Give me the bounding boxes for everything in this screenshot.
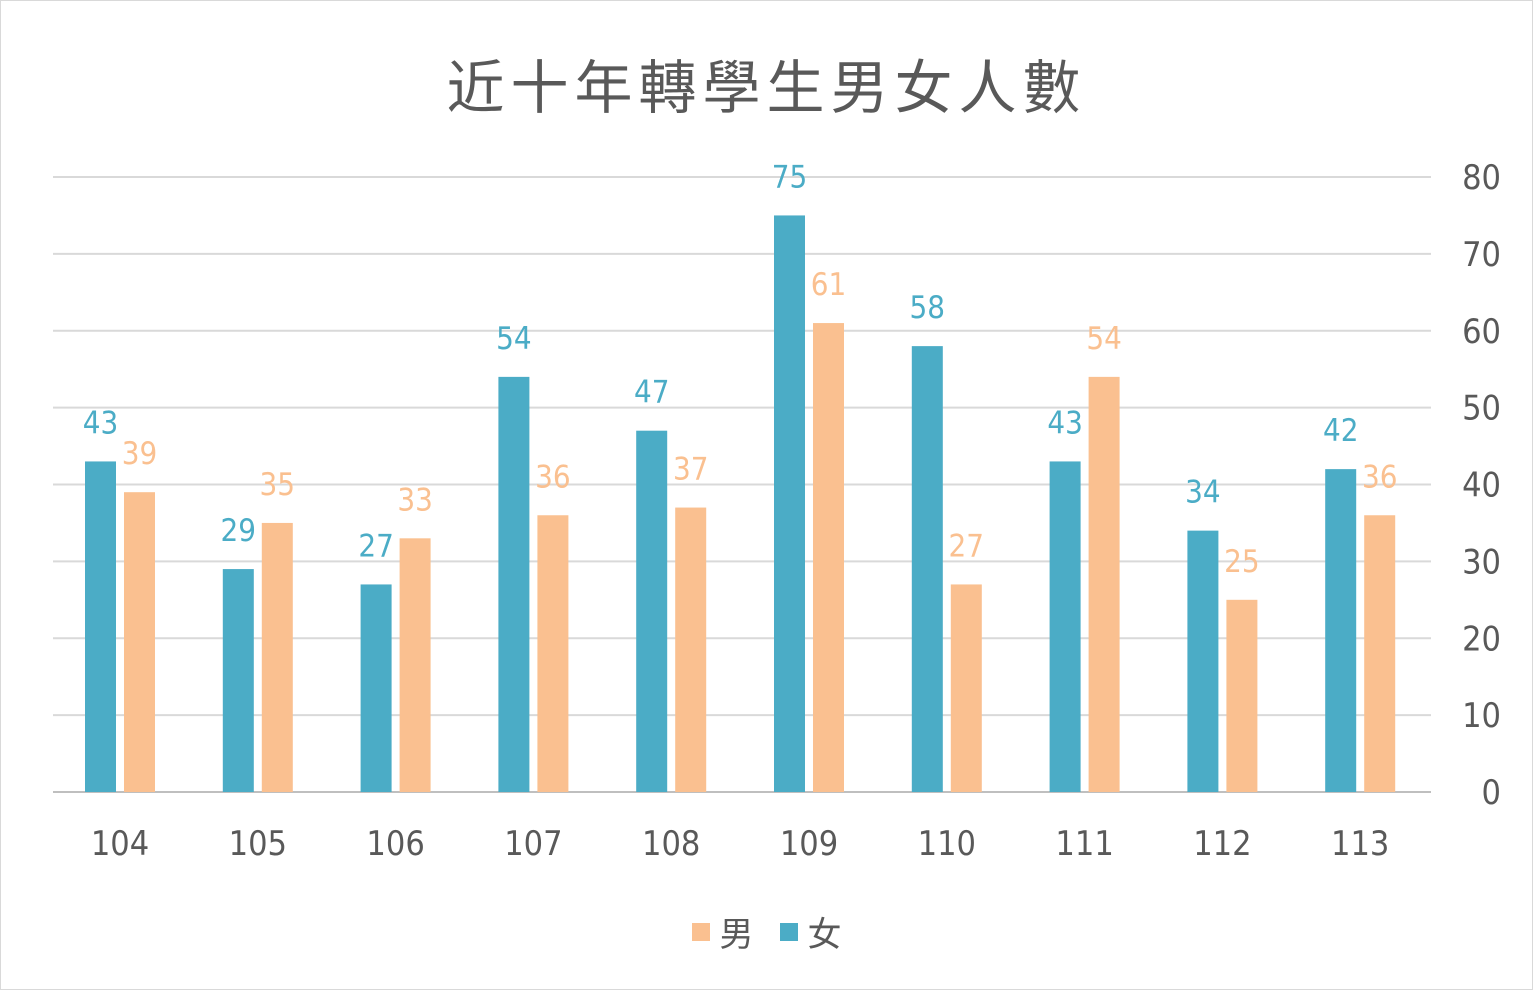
legend-swatch-female xyxy=(779,922,798,941)
y-tick-label-0: 0 xyxy=(1482,773,1501,813)
bar-female-109 xyxy=(774,215,805,792)
bar-female-110 xyxy=(911,346,943,792)
x-tick-label-106: 106 xyxy=(366,824,424,864)
data-label-female-106: 27 xyxy=(358,528,393,564)
data-label-male-109: 61 xyxy=(811,267,846,303)
data-label-female-111: 43 xyxy=(1047,405,1082,441)
data-label-male-104: 39 xyxy=(122,436,157,472)
y-tick-label-20: 20 xyxy=(1462,619,1501,659)
x-tick-label-110: 110 xyxy=(918,824,976,864)
x-tick-label-108: 108 xyxy=(642,824,700,864)
data-label-male-107: 36 xyxy=(535,459,570,495)
bar-female-112 xyxy=(1187,530,1219,792)
legend-item-female: 女 xyxy=(779,907,842,956)
bar-male-112 xyxy=(1226,599,1258,792)
chart-title: 近十年轉學生男女人數 xyxy=(446,54,1087,122)
data-label-male-112: 25 xyxy=(1224,544,1259,580)
bar-female-105 xyxy=(222,569,254,792)
data-label-female-107: 54 xyxy=(496,321,531,357)
bar-female-108 xyxy=(636,430,668,792)
bar-female-104 xyxy=(85,461,116,792)
x-tick-label-109: 109 xyxy=(780,824,838,864)
bar-male-105 xyxy=(261,522,293,792)
x-tick-label-111: 111 xyxy=(1055,824,1113,864)
bar-female-111 xyxy=(1049,461,1081,792)
data-label-female-110: 58 xyxy=(910,290,945,326)
data-label-male-106: 33 xyxy=(397,482,432,518)
data-label-female-113: 42 xyxy=(1323,413,1358,449)
x-tick-label-112: 112 xyxy=(1193,824,1251,864)
y-tick-label-10: 10 xyxy=(1462,696,1501,736)
data-label-male-108: 37 xyxy=(673,452,708,488)
x-tick-label-104: 104 xyxy=(91,824,149,864)
bar-male-110 xyxy=(950,584,982,792)
bar-male-108 xyxy=(675,507,707,792)
data-label-male-105: 35 xyxy=(260,467,295,503)
y-tick-label-50: 50 xyxy=(1462,389,1501,429)
data-label-male-113: 36 xyxy=(1362,459,1397,495)
data-label-female-112: 34 xyxy=(1185,475,1220,511)
bar-male-111 xyxy=(1088,376,1120,792)
bar-male-109 xyxy=(813,323,844,792)
data-label-female-108: 47 xyxy=(634,375,669,411)
y-tick-label-40: 40 xyxy=(1462,466,1501,506)
data-label-male-110: 27 xyxy=(949,528,984,564)
legend-label-male: 男 xyxy=(719,915,754,955)
bar-female-113 xyxy=(1325,469,1357,792)
legend-label-female: 女 xyxy=(807,915,842,955)
y-tick-label-80: 80 xyxy=(1462,158,1501,198)
data-label-male-111: 54 xyxy=(1086,321,1121,357)
legend-item-male: 男 xyxy=(691,907,754,956)
data-label-female-109: 75 xyxy=(772,159,807,195)
y-tick-label-60: 60 xyxy=(1462,312,1501,352)
bar-male-104 xyxy=(124,492,155,792)
bar-male-106 xyxy=(399,538,431,792)
y-tick-label-30: 30 xyxy=(1462,542,1501,582)
legend-swatch-male xyxy=(691,922,710,941)
x-tick-label-105: 105 xyxy=(229,824,287,864)
bar-female-106 xyxy=(360,584,392,792)
x-tick-label-107: 107 xyxy=(504,824,562,864)
bar-male-113 xyxy=(1364,515,1396,792)
data-label-female-104: 43 xyxy=(83,405,118,441)
y-tick-label-70: 70 xyxy=(1462,235,1501,275)
legend: 男 女 xyxy=(1,907,1532,956)
bar-male-107 xyxy=(537,515,569,792)
data-label-female-105: 29 xyxy=(221,513,256,549)
x-tick-label-113: 113 xyxy=(1331,824,1389,864)
bar-female-107 xyxy=(498,376,530,792)
